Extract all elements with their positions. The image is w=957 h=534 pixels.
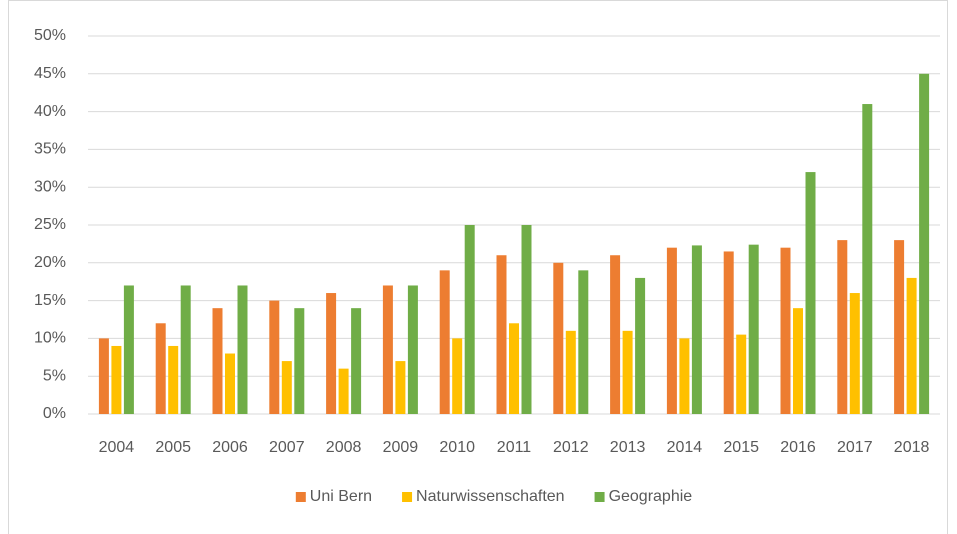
x-tick-label: 2013: [610, 439, 646, 456]
bar: [496, 255, 507, 414]
bar: [805, 172, 816, 414]
bar: [509, 323, 519, 414]
bar: [565, 330, 576, 414]
bar: [748, 244, 759, 414]
bar: [180, 285, 191, 414]
bar: [351, 308, 362, 414]
bar: [225, 353, 235, 414]
bar: [237, 285, 248, 414]
y-tick-label: 45%: [34, 65, 66, 82]
bar: [168, 345, 179, 414]
bar: [610, 255, 621, 414]
x-tick-label: 2005: [155, 439, 191, 456]
x-tick-label: 2017: [837, 439, 873, 456]
bar: [736, 334, 747, 414]
bar: [155, 323, 166, 414]
bar: [862, 104, 873, 414]
bar: [691, 245, 702, 414]
bar: [382, 285, 393, 414]
bar: [635, 277, 646, 414]
y-tick-label: 10%: [34, 330, 66, 347]
chart-border: [8, 0, 948, 534]
y-tick-label: 35%: [34, 141, 66, 158]
y-tick-label: 25%: [34, 216, 66, 233]
bar: [906, 277, 917, 414]
bar: [521, 225, 532, 414]
x-tick-label: 2016: [780, 439, 816, 456]
x-tick-label: 2006: [212, 439, 248, 456]
y-tick-label: 20%: [34, 254, 66, 271]
bar: [395, 361, 406, 414]
legend-swatch: [594, 492, 605, 502]
bar: [326, 293, 337, 414]
y-tick-label: 40%: [34, 103, 66, 120]
y-tick-label: 15%: [34, 292, 66, 309]
y-tick-label: 50%: [34, 27, 66, 44]
bar: [679, 338, 690, 414]
x-tick-label: 2010: [439, 439, 475, 456]
bar: [269, 300, 280, 414]
x-tick-label: 2004: [99, 439, 135, 456]
x-tick-label: 2007: [269, 439, 305, 456]
x-tick-label: 2014: [667, 439, 703, 456]
bar: [780, 247, 791, 414]
bar: [578, 270, 589, 414]
bar: [111, 345, 122, 414]
bar: [553, 262, 564, 414]
bar: [407, 285, 418, 414]
bar: [338, 368, 349, 414]
bar: [98, 338, 109, 414]
y-tick-label: 5%: [43, 367, 66, 384]
bar: [452, 338, 463, 414]
bar: [212, 308, 223, 414]
legend-swatch: [295, 492, 306, 502]
legend-label: Uni Bern: [310, 488, 372, 505]
bar: [622, 330, 633, 414]
legend-swatch: [402, 492, 413, 502]
x-tick-label: 2012: [553, 439, 589, 456]
x-tick-label: 2011: [497, 439, 532, 456]
bar: [123, 285, 134, 414]
bar: [666, 247, 677, 414]
bar: [294, 308, 305, 414]
y-tick-label: 0%: [43, 405, 66, 422]
x-tick-label: 2008: [326, 439, 362, 456]
x-tick-label: 2009: [383, 439, 419, 456]
bar: [837, 240, 848, 414]
bar: [281, 361, 292, 414]
bar: [849, 293, 860, 414]
bar: [439, 270, 450, 414]
x-tick-label: 2015: [723, 439, 759, 456]
bar: [464, 225, 475, 414]
legend-label: Geographie: [609, 488, 693, 505]
x-tick-label: 2018: [894, 439, 930, 456]
y-tick-label: 30%: [34, 178, 66, 195]
bar: [723, 251, 734, 414]
bar: [793, 308, 803, 414]
legend-label: Naturwissenschaften: [416, 488, 565, 505]
bar: [919, 73, 930, 415]
bar: [894, 240, 905, 414]
